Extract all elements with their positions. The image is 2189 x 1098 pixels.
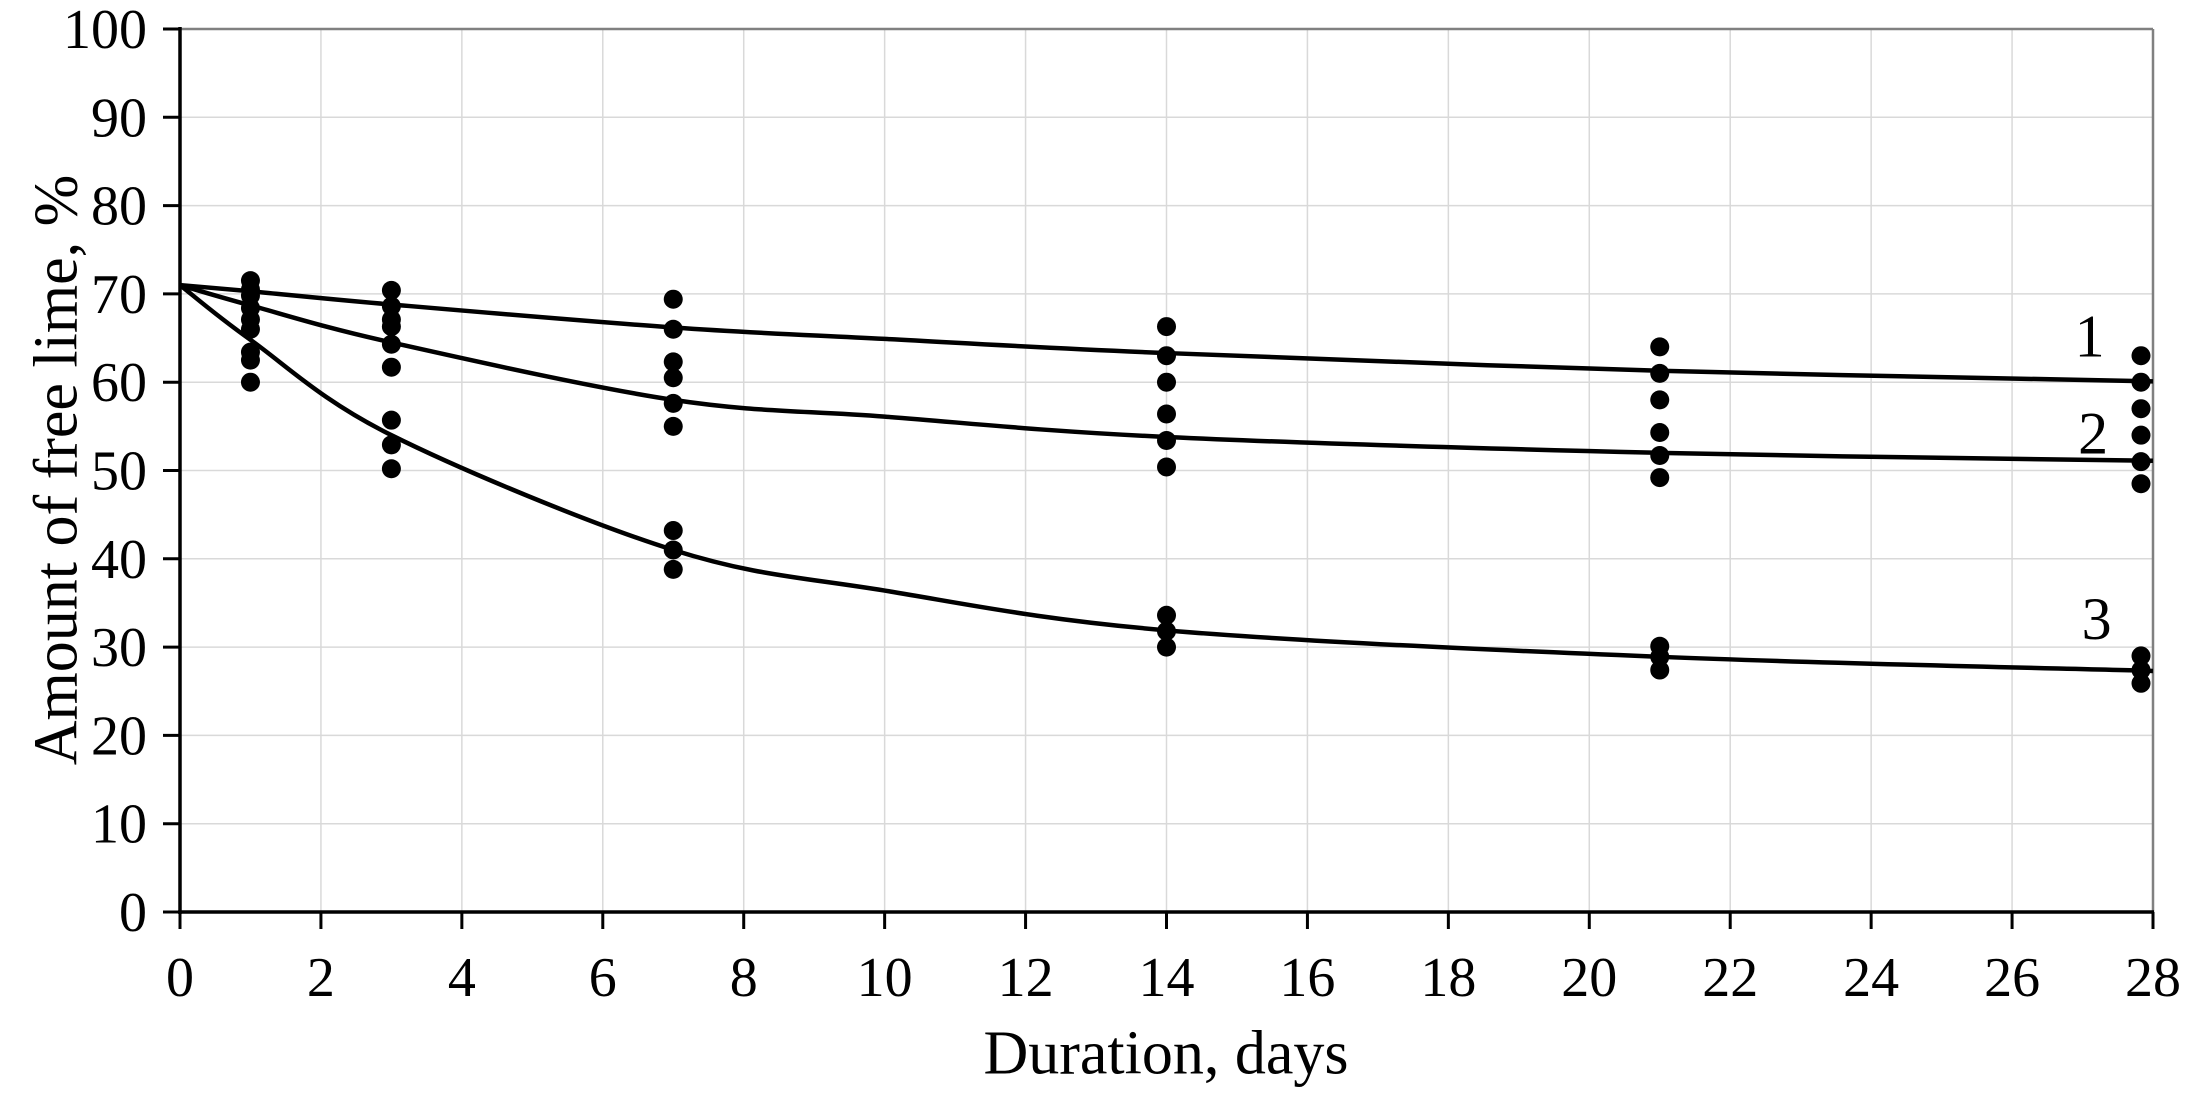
data-point — [1157, 637, 1176, 657]
x-tick-label: 18 — [1420, 947, 1476, 1009]
data-point — [1650, 660, 1670, 680]
data-point — [1157, 372, 1176, 392]
x-tick-label: 20 — [1561, 947, 1617, 1009]
x-axis-title: Duration, days — [983, 1019, 1349, 1088]
plot-border — [180, 27, 2155, 912]
data-point — [663, 521, 683, 541]
data-point — [240, 350, 260, 370]
data-point — [381, 317, 401, 337]
ticks — [163, 27, 2155, 929]
data-point — [381, 459, 401, 479]
data-point — [1157, 346, 1176, 366]
trend-curve-1 — [179, 282, 2154, 384]
series-3: 3 — [178, 283, 2154, 693]
y-tick-label: 80 — [91, 176, 147, 238]
data-point — [1650, 390, 1670, 410]
data-point — [2131, 660, 2151, 680]
x-tick-label: 22 — [1702, 947, 1758, 1009]
data-point — [2131, 673, 2151, 693]
x-tick-label: 28 — [2125, 947, 2181, 1009]
data-point — [1157, 430, 1176, 450]
data-point — [2131, 346, 2151, 366]
x-tick-label: 0 — [166, 947, 194, 1009]
data-point — [381, 334, 401, 354]
data-point — [2131, 425, 2151, 445]
data-point — [663, 559, 683, 579]
x-tick-label: 4 — [448, 947, 476, 1009]
data-point — [1650, 337, 1670, 357]
data-point — [1650, 647, 1670, 667]
y-tick-label: 90 — [91, 87, 147, 149]
series-2: 2 — [179, 282, 2154, 494]
data-point — [1650, 445, 1670, 465]
x-tick-label: 2 — [307, 947, 335, 1009]
data-point — [1157, 605, 1176, 625]
data-point — [1157, 317, 1176, 337]
y-tick-label: 30 — [91, 617, 147, 679]
y-tick-label: 70 — [91, 264, 147, 326]
series-label-1: 1 — [2075, 303, 2105, 369]
data-point — [663, 393, 683, 413]
x-tick-label: 14 — [1139, 947, 1195, 1009]
data-point — [2131, 646, 2151, 666]
y-tick-label: 60 — [91, 352, 147, 414]
series-label-3: 3 — [2082, 586, 2112, 652]
data-point — [381, 435, 401, 455]
data-point — [1157, 404, 1176, 424]
y-tick-label: 0 — [119, 882, 147, 944]
data-point — [663, 416, 683, 436]
data-point — [2131, 372, 2151, 392]
x-tick-label: 10 — [857, 947, 913, 1009]
trend-curve-2 — [179, 282, 2154, 464]
x-tick-label: 6 — [589, 947, 617, 1009]
data-point — [2131, 452, 2151, 472]
x-tick-label: 24 — [1843, 947, 1899, 1009]
data-point — [381, 357, 401, 377]
x-tick-label: 8 — [730, 947, 758, 1009]
y-tick-label: 100 — [63, 0, 147, 61]
x-tick-label: 26 — [1984, 947, 2040, 1009]
data-point — [1157, 457, 1176, 477]
y-axis-title: Amount of free lime, % — [22, 174, 91, 766]
data-point — [663, 319, 683, 339]
data-point — [1650, 423, 1670, 443]
y-tick-label: 10 — [91, 794, 147, 856]
data-point — [663, 289, 683, 309]
data-point — [381, 280, 401, 300]
data-point — [1157, 621, 1176, 641]
data-point — [663, 368, 683, 388]
y-tick-label: 50 — [91, 441, 147, 503]
data-point — [2131, 399, 2151, 419]
x-tick-label: 12 — [998, 947, 1054, 1009]
y-tick-label: 20 — [91, 705, 147, 767]
data-point — [1650, 468, 1670, 488]
data-point — [381, 410, 401, 430]
trend-curve-3 — [178, 283, 2154, 674]
data-point — [2131, 474, 2151, 494]
series-label-2: 2 — [2078, 400, 2108, 466]
data-point — [1650, 363, 1670, 383]
data-point — [381, 296, 401, 316]
x-tick-label: 16 — [1279, 947, 1335, 1009]
series-1: 1 — [179, 271, 2154, 419]
y-tick-label: 40 — [91, 529, 147, 591]
data-point — [663, 540, 683, 560]
data-point — [240, 372, 260, 392]
data-point — [663, 352, 683, 372]
